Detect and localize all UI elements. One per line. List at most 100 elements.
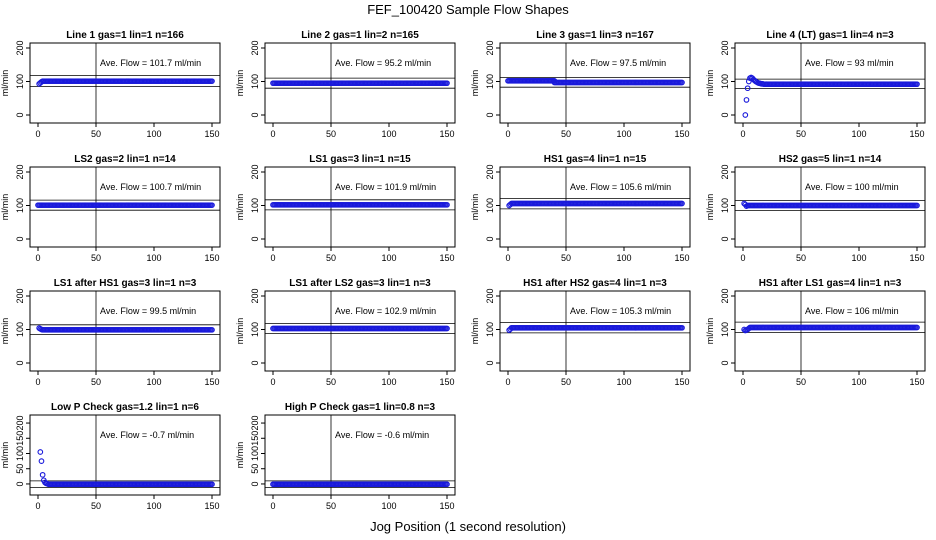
data-point <box>742 112 749 118</box>
x-tick-label: 150 <box>909 377 924 387</box>
x-tick-label: 100 <box>851 253 866 263</box>
average-flow-annotation: Ave. Flow = 106 ml/min <box>805 306 899 316</box>
y-tick-label: 0 <box>485 360 495 365</box>
y-axis-label: ml/min <box>470 70 480 97</box>
data-point <box>745 78 752 85</box>
panel-title: LS1 after LS2 gas=3 lin=1 n=3 <box>289 278 431 289</box>
x-tick-label: 150 <box>909 253 924 263</box>
panel-title: Line 1 gas=1 lin=1 n=166 <box>66 30 184 41</box>
panel-title: HS1 after LS1 gas=4 lin=1 n=3 <box>759 278 902 289</box>
data-point <box>744 85 751 92</box>
data-point <box>914 81 920 88</box>
data-point <box>914 202 920 209</box>
y-tick-label: 0 <box>720 236 730 241</box>
data-series <box>270 80 450 87</box>
panel-title: Line 2 gas=1 lin=2 n=165 <box>301 30 419 41</box>
data-series <box>506 324 685 334</box>
y-tick-label: 100 <box>15 198 25 213</box>
x-tick-label: 0 <box>270 377 275 387</box>
x-tick-label: 150 <box>909 129 924 139</box>
data-series <box>270 481 450 488</box>
data-point <box>39 471 46 478</box>
x-tick-label: 150 <box>674 129 689 139</box>
chart-panel-4: Line 4 (LT) gas=1 lin=4 n=3 ml/min 0 100 200… <box>705 30 926 139</box>
x-tick-label: 100 <box>381 501 396 511</box>
y-tick-label: 100 <box>250 446 260 461</box>
x-tick-label: 50 <box>796 129 806 139</box>
y-tick-label: 100 <box>15 74 25 89</box>
panel-title: LS1 after HS1 gas=3 lin=1 n=3 <box>54 278 197 289</box>
x-tick-label: 150 <box>439 377 454 387</box>
y-axis-label: ml/min <box>0 194 10 221</box>
y-axis-label: ml/min <box>705 70 715 97</box>
y-axis-label: ml/min <box>0 442 10 469</box>
plot-frame <box>734 166 926 248</box>
x-tick-label: 0 <box>35 253 40 263</box>
y-tick-label: 50 <box>250 464 260 474</box>
y-axis-label: ml/min <box>705 318 715 345</box>
data-point <box>209 481 215 488</box>
y-tick-label: 200 <box>15 288 25 303</box>
y-tick-label: 0 <box>15 360 25 365</box>
y-tick-label: 200 <box>720 40 730 55</box>
y-tick-label: 100 <box>485 322 495 337</box>
y-tick-label: 100 <box>720 322 730 337</box>
x-tick-label: 150 <box>439 253 454 263</box>
y-axis-label: ml/min <box>0 70 10 97</box>
x-tick-label: 150 <box>204 501 219 511</box>
data-series <box>742 74 920 118</box>
y-tick-label: 0 <box>720 112 730 117</box>
x-tick-label: 50 <box>91 377 101 387</box>
plot-frame <box>499 166 691 248</box>
page-title: FEF_100420 Sample Flow Shapes <box>367 2 569 17</box>
x-tick-label: 50 <box>326 129 336 139</box>
y-tick-label: 200 <box>250 40 260 55</box>
x-tick-label: 150 <box>204 377 219 387</box>
panel-title: Low P Check gas=1.2 lin=1 n=6 <box>51 402 199 413</box>
x-tick-label: 0 <box>740 377 745 387</box>
chart-panel-3: Line 3 gas=1 lin=3 n=167 ml/min 0 100 200 0 50… <box>470 30 691 139</box>
x-tick-label: 150 <box>204 129 219 139</box>
x-tick-label: 50 <box>326 501 336 511</box>
panel-title: LS1 gas=3 lin=1 n=15 <box>309 154 411 165</box>
panel-title: HS2 gas=5 lin=1 n=14 <box>779 154 882 165</box>
panel-title: Line 4 (LT) gas=1 lin=4 n=3 <box>766 30 894 41</box>
data-point <box>914 324 920 331</box>
data-series <box>270 325 450 332</box>
y-tick-label: 0 <box>250 360 260 365</box>
plot-frame <box>264 166 456 248</box>
x-tick-label: 50 <box>91 501 101 511</box>
data-point <box>679 79 685 86</box>
average-flow-annotation: Ave. Flow = 95.2 ml/min <box>335 58 431 68</box>
panel-title: Line 3 gas=1 lin=3 n=167 <box>536 30 654 41</box>
x-tick-label: 100 <box>616 129 631 139</box>
chart-panel-8: HS2 gas=5 lin=1 n=14 ml/min 0 100 200 0 50 100 1… <box>705 154 926 263</box>
x-tick-label: 150 <box>674 253 689 263</box>
chart-panel-5: LS2 gas=2 lin=1 n=14 ml/min 0 100 200 0 50 100 1… <box>0 154 221 263</box>
y-tick-label: 150 <box>15 431 25 446</box>
data-point <box>37 449 44 455</box>
y-tick-label: 0 <box>250 236 260 241</box>
x-tick-label: 100 <box>381 253 396 263</box>
x-tick-label: 50 <box>326 253 336 263</box>
chart-panel-6: LS1 gas=3 lin=1 n=15 ml/min 0 100 200 0 50 100 1… <box>235 154 456 263</box>
x-tick-label: 100 <box>616 253 631 263</box>
average-flow-annotation: Ave. Flow = -0.7 ml/min <box>100 430 194 440</box>
x-tick-label: 100 <box>146 377 161 387</box>
x-tick-label: 50 <box>796 253 806 263</box>
x-tick-label: 100 <box>851 129 866 139</box>
y-tick-label: 200 <box>15 416 25 431</box>
data-point <box>209 202 215 209</box>
y-tick-label: 200 <box>485 164 495 179</box>
y-tick-label: 0 <box>15 481 25 486</box>
y-axis-label: ml/min <box>0 318 10 345</box>
data-series <box>270 201 450 208</box>
plot-frame <box>29 42 221 124</box>
data-series <box>37 449 215 488</box>
plot-frame <box>29 290 221 372</box>
y-tick-label: 0 <box>485 112 495 117</box>
data-point <box>444 481 450 488</box>
data-point <box>444 80 450 87</box>
average-flow-annotation: Ave. Flow = 102.9 ml/min <box>335 306 436 316</box>
chart-panel-12: HS1 after LS1 gas=4 lin=1 n=3 ml/min 0 100 2… <box>705 278 926 387</box>
